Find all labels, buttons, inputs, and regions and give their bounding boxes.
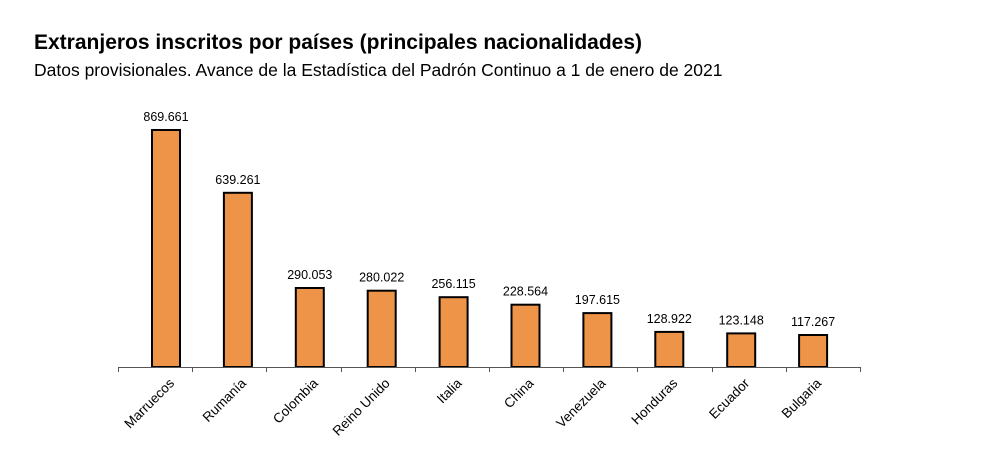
x-axis bbox=[118, 367, 861, 372]
value-label-italia: 256.115 bbox=[431, 277, 475, 291]
value-label-bulgaria: 117.267 bbox=[791, 315, 835, 329]
bar-rumania bbox=[222, 191, 253, 368]
category-label-reino-unido: Reino Unido bbox=[330, 376, 393, 439]
category-labels-group: Marruecos Rumanía Colombia Reino Unido Itali… bbox=[121, 375, 824, 438]
bar-china bbox=[510, 303, 541, 369]
bar-bulgaria bbox=[798, 334, 829, 368]
value-label-colombia: 290.053 bbox=[287, 268, 332, 282]
bar-italia bbox=[438, 296, 469, 369]
bar-reino-unido bbox=[366, 289, 397, 369]
bar-marruecos bbox=[151, 129, 181, 368]
value-label-venezuela: 197.615 bbox=[575, 293, 620, 307]
value-labels-group: 869.661 639.261 290.053 280.022 256.115 228.5… bbox=[143, 110, 835, 329]
category-label-rumania: Rumanía bbox=[200, 375, 250, 425]
value-label-honduras: 128.922 bbox=[647, 312, 692, 326]
category-label-ecuador: Ecuador bbox=[706, 375, 753, 422]
category-label-bulgaria: Bulgaria bbox=[779, 375, 825, 421]
value-label-reino-unido: 280.022 bbox=[359, 271, 404, 285]
category-label-colombia: Colombia bbox=[270, 375, 321, 426]
category-label-honduras: Honduras bbox=[628, 375, 680, 427]
value-label-marruecos: 869.661 bbox=[143, 110, 188, 124]
value-label-china: 228.564 bbox=[503, 285, 548, 299]
category-label-venezuela: Venezuela bbox=[553, 375, 609, 431]
category-label-china: China bbox=[501, 375, 537, 411]
chart-subtitle: Datos provisionales. Avance de la Estadí… bbox=[34, 60, 723, 80]
value-label-ecuador: 123.148 bbox=[719, 313, 764, 327]
bars-group bbox=[151, 129, 829, 369]
chart-title: Extranjeros inscritos por países (princi… bbox=[34, 31, 643, 54]
bar-ecuador bbox=[726, 332, 757, 368]
bar-honduras bbox=[654, 330, 685, 368]
value-label-rumania: 639.261 bbox=[215, 173, 260, 187]
bar-venezuela bbox=[582, 312, 613, 369]
category-label-italia: Italia bbox=[434, 375, 465, 406]
bar-colombia bbox=[294, 287, 325, 368]
category-label-marruecos: Marruecos bbox=[121, 375, 177, 431]
